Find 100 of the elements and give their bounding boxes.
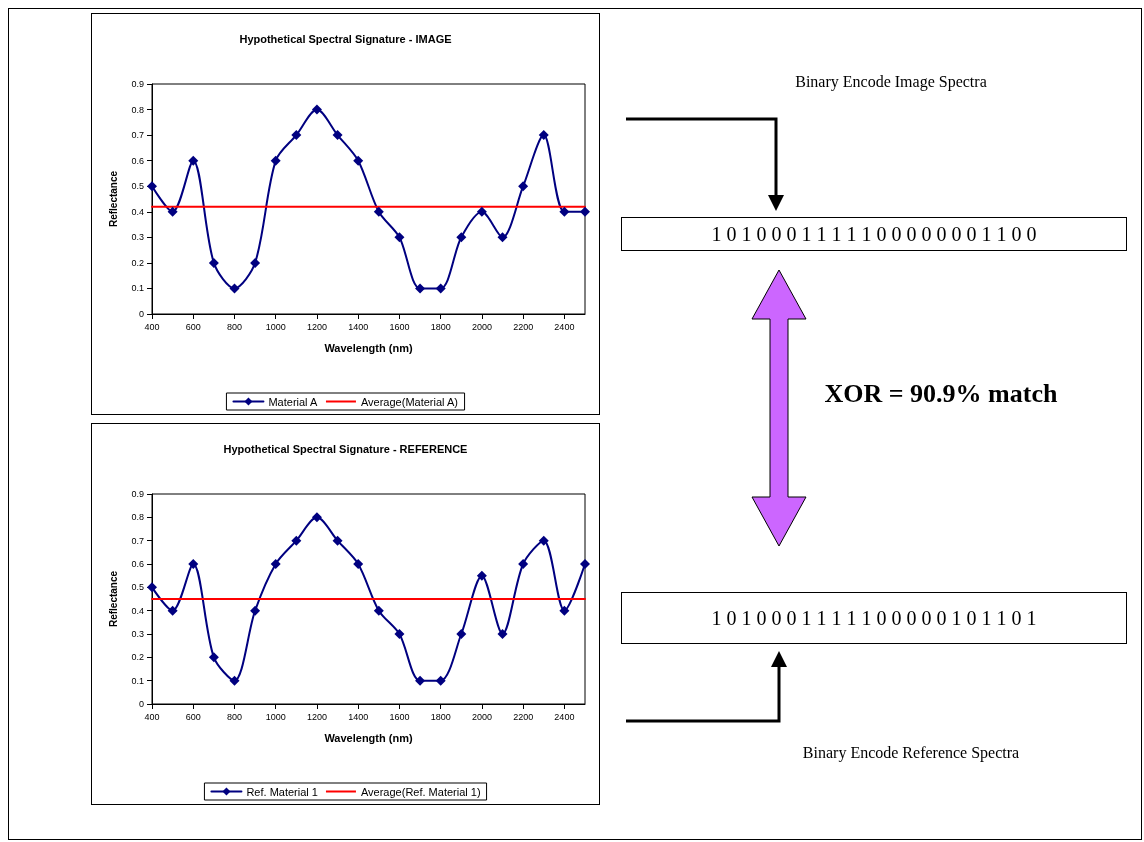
- x-tick-label: 1600: [389, 321, 410, 332]
- point: [415, 283, 426, 294]
- y-tick-label: 0.5: [131, 181, 144, 192]
- point: [353, 559, 364, 569]
- y-tick-label: 0.4: [131, 605, 144, 616]
- x-tick-label: 2200: [513, 711, 534, 722]
- point: [538, 535, 549, 546]
- point: [270, 559, 281, 569]
- point: [476, 570, 487, 581]
- y-tick-label: 0.2: [131, 652, 144, 663]
- point: [229, 675, 240, 686]
- x-tick-label: 600: [185, 711, 201, 722]
- point: [353, 155, 364, 166]
- point: [497, 629, 508, 639]
- point: [394, 629, 405, 639]
- x-tick-label: 800: [226, 711, 242, 722]
- x-tick-label: 1600: [389, 711, 410, 722]
- point: [250, 605, 261, 616]
- y-tick-label: 0.7: [131, 130, 144, 141]
- point: [188, 559, 199, 569]
- point: [559, 605, 570, 616]
- point: [147, 582, 157, 593]
- point: [291, 130, 302, 141]
- y-axis-title: Reflectance: [107, 570, 119, 628]
- legend-label: Average(Ref. Material 1): [360, 785, 481, 798]
- x-tick-label: 1200: [306, 711, 327, 722]
- point: [208, 652, 219, 663]
- x-tick-label: 1400: [348, 321, 369, 332]
- x-tick-label: 1800: [430, 711, 451, 722]
- chart-title: Hypothetical Spectral Signature - REFERENCE: [223, 442, 468, 455]
- point: [373, 206, 384, 217]
- y-tick-label: 0: [138, 309, 144, 319]
- x-tick-label: 2400: [554, 321, 575, 332]
- y-tick-label: 0.8: [131, 104, 144, 115]
- text: 1 0 1 0 0 0 1 1 1 1 1 0 0 0 0 0 0 0 1 1 0 0: [711, 222, 1037, 246]
- x-tick-label: 1800: [430, 321, 451, 332]
- point: [332, 535, 343, 546]
- y-axis-title: Reflectance: [107, 170, 119, 228]
- text: 1 0 1 0 0 0 1 1 1 1 1 0 0 0 0 0 1 0 1 1 0 1: [711, 606, 1037, 630]
- text: XOR = 90.9% match: [824, 379, 1058, 409]
- text: Binary Encode Reference Spectra: [802, 744, 1020, 762]
- point: [415, 675, 426, 686]
- x-tick-label: 600: [185, 321, 201, 332]
- x-tick-label: 2400: [554, 711, 575, 722]
- y-tick-label: 0.6: [131, 155, 144, 166]
- point: [373, 605, 384, 616]
- x-axis-title: Wavelength (nm): [324, 731, 413, 744]
- point: [538, 130, 549, 141]
- y-tick-label: 0.1: [131, 675, 144, 686]
- x-tick-label: 2000: [471, 321, 492, 332]
- y-tick-label: 0.9: [131, 79, 144, 89]
- point: [456, 232, 467, 243]
- point: [476, 206, 487, 217]
- legend-label: Average(Material A): [360, 395, 458, 408]
- x-tick-label: 400: [144, 321, 160, 332]
- x-tick-label: 1000: [265, 321, 286, 332]
- x-tick-label: 2200: [513, 321, 534, 332]
- point: [208, 257, 219, 268]
- y-tick-label: 0: [138, 699, 144, 709]
- y-tick-label: 0.9: [131, 489, 144, 499]
- y-tick-label: 0.5: [131, 582, 144, 593]
- x-axis-title: Wavelength (nm): [324, 341, 413, 354]
- x-tick-label: 800: [226, 321, 242, 332]
- point: [332, 130, 343, 141]
- point: [229, 283, 240, 294]
- x-tick-label: 1000: [265, 711, 286, 722]
- point: [291, 535, 302, 546]
- point: [394, 232, 405, 243]
- point: [270, 155, 281, 166]
- chart-title: Hypothetical Spectral Signature - IMAGE: [239, 32, 452, 45]
- y-tick-label: 0.1: [131, 283, 144, 294]
- legend-label: Material A: [268, 395, 319, 408]
- point: [147, 181, 157, 192]
- legend-label: Ref. Material 1: [246, 785, 318, 798]
- point: [559, 206, 570, 217]
- point: [167, 206, 178, 217]
- point: [167, 605, 178, 616]
- point: [188, 155, 199, 166]
- point: [456, 629, 467, 639]
- text: Binary Encode Image Spectra: [795, 73, 987, 91]
- y-tick-label: 0.2: [131, 257, 144, 268]
- y-tick-label: 0.6: [131, 559, 144, 569]
- y-tick-label: 0.7: [131, 535, 144, 546]
- x-tick-label: 400: [144, 711, 160, 722]
- y-tick-label: 0.4: [131, 206, 144, 217]
- point: [518, 559, 529, 569]
- point: [518, 181, 529, 192]
- x-tick-label: 1400: [348, 711, 369, 722]
- y-tick-label: 0.3: [131, 629, 144, 639]
- point: [250, 257, 261, 268]
- y-tick-label: 0.3: [131, 232, 144, 243]
- point: [311, 104, 322, 115]
- point: [435, 675, 446, 686]
- point: [435, 283, 446, 294]
- x-tick-label: 1200: [306, 321, 327, 332]
- point: [497, 232, 508, 243]
- point: [580, 206, 590, 217]
- point: [311, 512, 322, 523]
- point: [580, 559, 590, 569]
- x-tick-label: 2000: [471, 711, 492, 722]
